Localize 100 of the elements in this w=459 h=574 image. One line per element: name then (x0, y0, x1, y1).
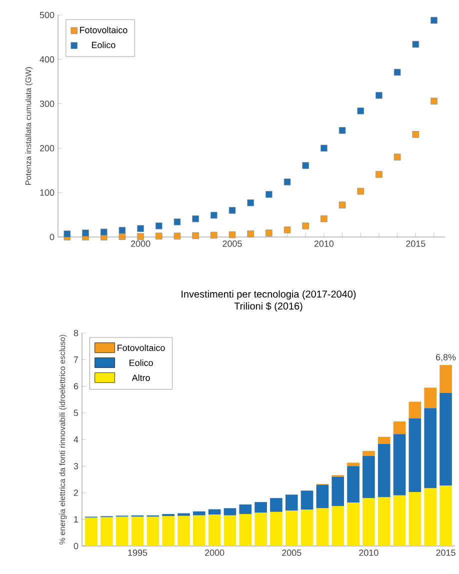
bar (332, 506, 344, 546)
x-tick-label: 2010 (314, 240, 334, 247)
bar (393, 421, 406, 434)
bar (362, 498, 375, 546)
point (192, 232, 199, 240)
chart-subtitle: Trilioni $ (2016) (234, 302, 302, 312)
bar (162, 516, 174, 546)
point (100, 228, 108, 236)
point (64, 230, 71, 238)
point (338, 202, 346, 208)
bar (270, 512, 282, 546)
bar (440, 392, 452, 486)
point (302, 222, 309, 230)
y-tick-label: 2 (74, 490, 78, 496)
y-tick-label: 6 (74, 383, 78, 390)
y-tick-label: 4 (74, 436, 78, 443)
point (82, 230, 89, 236)
point (174, 218, 181, 226)
x-tick-label: 2015 (406, 240, 426, 247)
bar (285, 510, 298, 546)
point (118, 233, 126, 240)
legend-label: Eolico (92, 42, 116, 48)
y-tick-label: 200 (40, 145, 54, 152)
point (210, 212, 218, 219)
point (430, 16, 438, 24)
bar (239, 514, 252, 546)
point (412, 40, 420, 48)
bar (440, 486, 452, 546)
bar (178, 516, 190, 546)
bar (131, 516, 144, 546)
bar (378, 444, 390, 498)
y-tick-label: 5 (74, 410, 78, 416)
x-tick-label: 2010 (359, 550, 378, 556)
point (228, 206, 236, 214)
bar (347, 462, 360, 466)
bar (208, 509, 221, 515)
bar (285, 494, 298, 511)
point (320, 144, 328, 152)
point (357, 188, 364, 195)
point (430, 98, 438, 105)
point (174, 232, 181, 240)
bar (393, 495, 406, 546)
bar (362, 450, 375, 456)
bar (440, 364, 452, 393)
bar (424, 408, 437, 488)
point (394, 68, 401, 76)
x-tick-label: 2005 (222, 240, 242, 247)
y-tick-label: 0 (50, 234, 54, 240)
bar (270, 498, 282, 512)
bar (332, 476, 344, 506)
y-tick-label: 1 (74, 516, 78, 522)
point (284, 178, 291, 186)
y-tick-label: 7 (74, 356, 78, 363)
bar (85, 518, 98, 546)
point (302, 162, 309, 169)
point (284, 226, 291, 234)
point (137, 225, 144, 232)
bar (362, 456, 375, 498)
bar (254, 512, 267, 546)
annotation: 6,8% (436, 354, 456, 362)
point (338, 127, 346, 134)
point (210, 232, 218, 239)
bar (192, 515, 206, 546)
point (266, 190, 272, 198)
bar (224, 515, 236, 546)
bar (347, 502, 360, 546)
bar (378, 436, 390, 444)
bar (316, 508, 329, 546)
point (228, 231, 236, 238)
legend-label: Eolico (130, 359, 153, 366)
bar (254, 502, 267, 513)
y-tick-label: 0 (74, 542, 78, 550)
point (266, 230, 272, 236)
point (320, 215, 328, 222)
point (155, 232, 162, 240)
point (247, 230, 254, 238)
bar (192, 511, 206, 516)
bar (347, 466, 360, 503)
point (247, 199, 254, 206)
bar (100, 517, 113, 546)
y-tick-label: 100 (40, 189, 54, 196)
point (357, 108, 364, 114)
bar (316, 484, 329, 508)
point (376, 171, 382, 178)
y-tick-label: 400 (40, 56, 54, 63)
point (137, 233, 144, 240)
bar (408, 418, 422, 492)
y-tick-label: 500 (40, 12, 54, 18)
x-tick-label: 2000 (205, 550, 224, 556)
point (192, 215, 199, 222)
x-tick-label: 2015 (436, 550, 456, 556)
bar (239, 504, 252, 514)
bar (178, 513, 190, 516)
point (155, 222, 162, 230)
point (394, 154, 401, 160)
bar (393, 434, 406, 496)
x-tick-label: 2005 (282, 550, 302, 556)
x-tick-label: 2000 (131, 240, 150, 247)
bar (408, 402, 422, 418)
bar (116, 516, 128, 546)
